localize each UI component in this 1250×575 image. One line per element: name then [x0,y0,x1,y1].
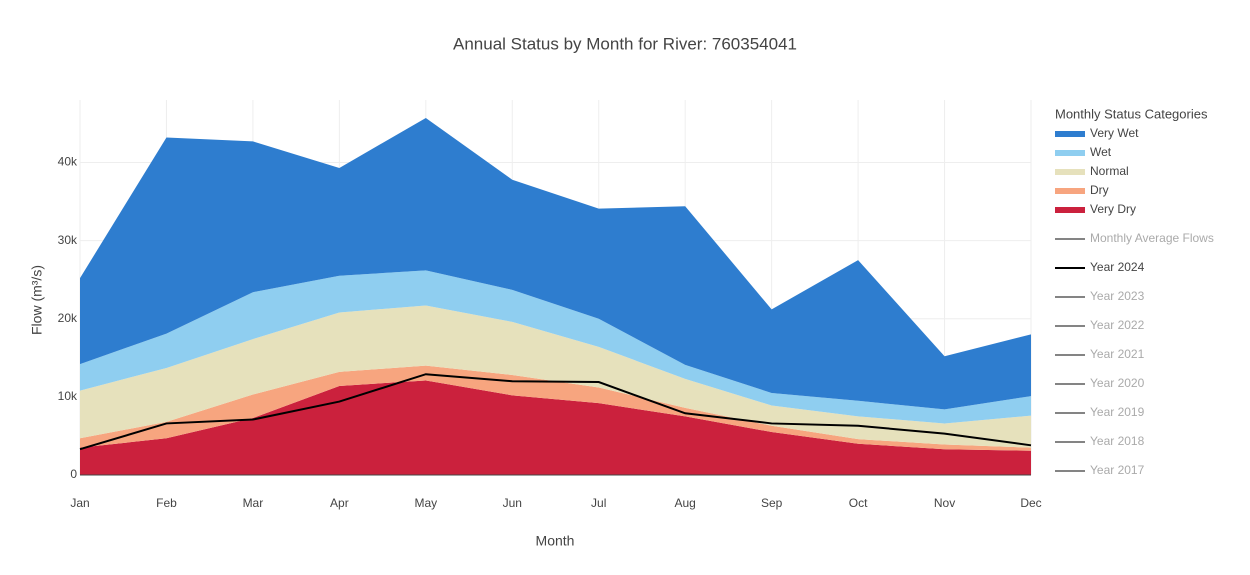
area-band [80,270,1031,424]
area-band [80,117,1031,410]
legend-label[interactable]: Monthly Average Flows [1090,231,1214,245]
area-band [80,380,1031,475]
legend-label[interactable]: Year 2022 [1090,318,1145,332]
y-tick-label: 40k [58,155,78,169]
legend-label[interactable]: Year 2021 [1090,347,1145,361]
legend-label[interactable]: Year 2019 [1090,405,1145,419]
chart-title: Annual Status by Month for River: 760354… [453,34,797,53]
y-tick-label: 0 [70,467,77,481]
y-tick-label: 10k [58,389,78,403]
x-tick-label: Jan [70,496,89,510]
x-tick-label: Aug [675,496,696,510]
x-tick-label: Jul [591,496,606,510]
x-tick-label: Oct [849,496,868,510]
x-tick-label: Apr [330,496,349,510]
y-axis-title: Flow (m³/s) [29,265,45,335]
legend-label[interactable]: Wet [1090,145,1112,159]
x-tick-label: Dec [1020,496,1041,510]
y-tick-label: 20k [58,311,78,325]
y-tick-label: 30k [58,233,78,247]
line [79,373,1032,451]
x-tick-label: Sep [761,496,783,510]
legend-label[interactable]: Dry [1090,183,1109,197]
x-tick-label: Mar [243,496,264,510]
x-tick-label: May [414,496,437,510]
legend-label[interactable]: Normal [1090,164,1129,178]
legend-label[interactable]: Year 2023 [1090,289,1145,303]
x-axis-title: Month [536,533,575,549]
legend-label[interactable]: Year 2018 [1090,434,1145,448]
legend-label[interactable]: Very Wet [1090,126,1139,140]
area-band [80,305,1031,448]
legend-label[interactable]: Year 2020 [1090,376,1145,390]
area-band [80,365,1031,451]
x-tick-label: Nov [934,496,955,510]
legend-label[interactable]: Year 2017 [1090,463,1145,477]
x-tick-label: Feb [156,496,177,510]
legend-label[interactable]: Year 2024 [1090,260,1145,274]
x-tick-label: Jun [503,496,522,510]
legend-label[interactable]: Very Dry [1090,202,1136,216]
legend-title: Monthly Status Categories [1055,106,1208,121]
